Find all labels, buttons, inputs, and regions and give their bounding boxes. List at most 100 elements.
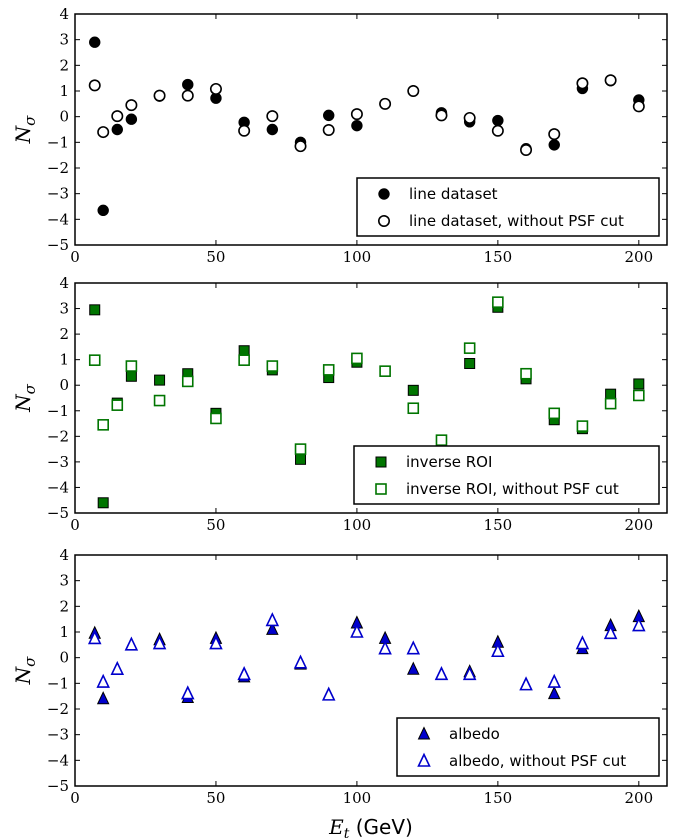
y-tick-label: −1 [47,674,69,692]
x-tick-label: 200 [624,789,653,807]
legend-label: albedo, without PSF cut [449,752,626,770]
data-point [294,140,307,153]
data-point [633,389,645,402]
y-tick-label: 1 [59,351,69,369]
data-point [181,89,194,102]
data-point [548,128,561,141]
data-point [88,354,101,366]
x-tick-label: 200 [624,248,653,266]
x-tick-label: 100 [343,789,372,807]
data-point [435,109,448,122]
data-point [492,114,504,127]
y-tick-label: 2 [59,56,69,74]
legend-marker [375,456,387,468]
data-point [519,676,533,691]
y-tick-label: −5 [47,504,69,522]
y-tick-label: 4 [59,5,69,23]
y-tick-label: −4 [47,210,69,228]
y-tick-label: 3 [59,572,69,590]
data-point [238,354,250,366]
data-point [125,113,138,125]
x-tick-label: 50 [206,789,225,807]
data-point [124,636,139,651]
data-point [265,612,280,627]
data-point [209,635,223,650]
data-point [152,635,167,650]
data-point [351,119,363,132]
data-point [463,342,476,354]
y-axis-label: Nσ [11,656,39,686]
data-point [463,111,476,124]
data-point [111,110,124,123]
y-tick-label: 2 [59,325,69,343]
x-tick-label: 100 [343,248,372,266]
y-tick-label: 0 [59,108,69,126]
data-point [407,402,420,415]
data-point [321,686,336,701]
data-point [632,617,646,632]
data-point [97,126,110,139]
data-point [350,623,364,638]
data-point [87,630,102,645]
data-point [266,123,279,136]
x-tick-label: 200 [624,516,653,534]
data-point [97,204,109,217]
data-point [434,665,449,681]
data-point [97,497,109,509]
legend-box [396,717,660,777]
legend-marker [377,215,390,228]
data-point [111,399,124,411]
data-point [153,89,166,102]
data-point [182,78,194,91]
data-point [576,420,589,432]
data-point [266,110,279,123]
data-point [435,434,448,446]
data-point [295,453,307,465]
data-point [181,375,194,388]
data-point [605,388,617,400]
legend-label: inverse ROI [406,453,492,471]
data-point [407,384,419,396]
data-point [632,100,645,113]
y-tick-label: 3 [59,300,69,318]
y-axis-label: Nσ [11,383,39,413]
x-tick-label: 150 [484,516,513,534]
data-point [210,412,222,425]
data-point [125,360,138,372]
data-point [238,345,250,357]
x-tick-label: 0 [70,789,80,807]
data-point [351,352,363,365]
x-tick-label: 100 [343,516,372,534]
data-point [379,365,391,377]
y-tick-label: 3 [59,31,69,49]
data-point [575,635,590,650]
data-point [547,685,561,700]
data-point [464,358,476,369]
data-point [97,419,109,431]
data-point [323,109,335,122]
data-point [604,74,617,87]
legend: inverse ROI inverse ROI, without PSF cut [353,445,660,505]
y-tick-label: 0 [59,649,69,667]
data-point [237,665,251,681]
legend-marker [417,752,431,767]
legend-marker [378,188,390,200]
chart-panel-1: 0 50 100 150 200 −5 −4 −3 −2 −1 0 1 2 3 4 Nσ line datase… [11,5,668,266]
y-axis-label: Nσ [11,115,39,145]
data-point [462,665,477,681]
legend-box [353,445,660,505]
data-point [350,108,363,121]
data-point [154,374,166,386]
data-point [548,139,560,151]
x-tick-label: 150 [484,789,513,807]
data-point [378,640,392,655]
x-axis-label: Et (GeV) [328,815,413,840]
data-point [603,624,618,640]
x-tick-label: 0 [70,248,80,266]
y-tick-label: 1 [59,623,69,641]
legend-label: inverse ROI, without PSF cut [406,480,619,498]
data-point [491,124,504,137]
legend-marker [375,483,387,495]
legend-label: albedo [449,725,500,743]
